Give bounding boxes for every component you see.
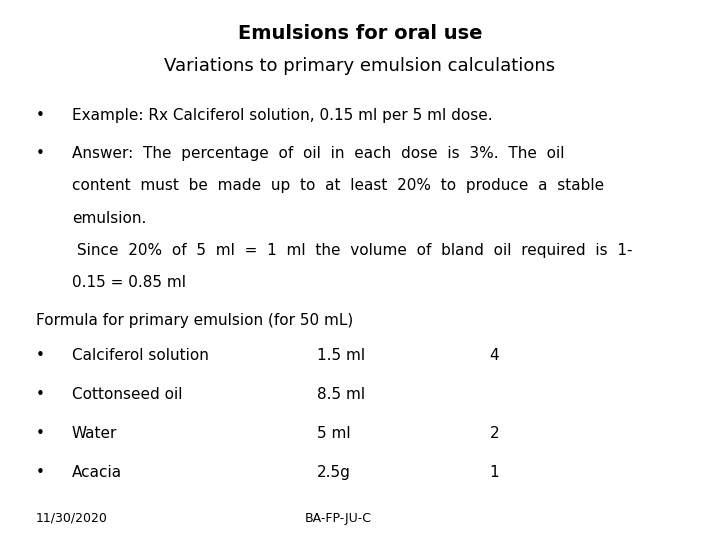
Text: 4: 4 [490, 348, 499, 363]
Text: •: • [36, 146, 45, 161]
Text: Water: Water [72, 426, 117, 441]
Text: 2.5g: 2.5g [317, 465, 351, 480]
Text: Formula for primary emulsion (for 50 mL): Formula for primary emulsion (for 50 mL) [36, 313, 354, 328]
Text: 1.5 ml: 1.5 ml [317, 348, 365, 363]
Text: emulsion.: emulsion. [72, 211, 146, 226]
Text: Since  20%  of  5  ml  =  1  ml  the  volume  of  bland  oil  required  is  1-: Since 20% of 5 ml = 1 ml the volume of b… [72, 243, 632, 258]
Text: Variations to primary emulsion calculations: Variations to primary emulsion calculati… [164, 57, 556, 75]
Text: 8.5 ml: 8.5 ml [317, 387, 365, 402]
Text: Emulsions for oral use: Emulsions for oral use [238, 24, 482, 43]
Text: content  must  be  made  up  to  at  least  20%  to  produce  a  stable: content must be made up to at least 20% … [72, 178, 604, 193]
Text: Acacia: Acacia [72, 465, 122, 480]
Text: 1: 1 [490, 465, 499, 480]
Text: 0.15 = 0.85 ml: 0.15 = 0.85 ml [72, 275, 186, 291]
Text: •: • [36, 387, 45, 402]
Text: •: • [36, 108, 45, 123]
Text: 11/30/2020: 11/30/2020 [36, 512, 108, 525]
Text: •: • [36, 426, 45, 441]
Text: 5 ml: 5 ml [317, 426, 351, 441]
Text: Calciferol solution: Calciferol solution [72, 348, 209, 363]
Text: •: • [36, 465, 45, 480]
Text: BA-FP-JU-C: BA-FP-JU-C [305, 512, 372, 525]
Text: Cottonseed oil: Cottonseed oil [72, 387, 182, 402]
Text: Answer:  The  percentage  of  oil  in  each  dose  is  3%.  The  oil: Answer: The percentage of oil in each do… [72, 146, 564, 161]
Text: •: • [36, 348, 45, 363]
Text: 2: 2 [490, 426, 499, 441]
Text: Example: Rx Calciferol solution, 0.15 ml per 5 ml dose.: Example: Rx Calciferol solution, 0.15 ml… [72, 108, 492, 123]
